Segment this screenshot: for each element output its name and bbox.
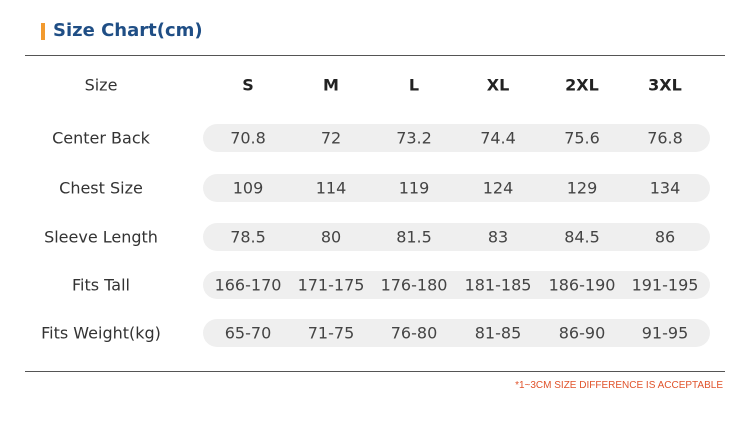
- top-rule: [25, 55, 725, 56]
- row-background: [203, 174, 710, 202]
- size-value: 186-190: [548, 275, 616, 295]
- title-accent: [41, 23, 45, 40]
- size-value: 75.6: [564, 128, 600, 148]
- column-header: L: [408, 75, 420, 95]
- size-value: 80: [320, 227, 342, 247]
- row-label: Fits Weight(kg): [41, 323, 161, 343]
- size-value: 86: [654, 227, 676, 247]
- size-value: 91-95: [641, 323, 689, 343]
- size-value: 81-85: [474, 323, 522, 343]
- row-background: [203, 319, 710, 347]
- row-background: [203, 271, 710, 299]
- size-value: 84.5: [564, 227, 600, 247]
- column-header: 3XL: [648, 75, 682, 95]
- row-label: Center Back: [52, 128, 150, 148]
- size-value: 119: [398, 178, 430, 198]
- size-value: 70.8: [230, 128, 266, 148]
- column-header: M: [323, 75, 339, 95]
- size-value: 176-180: [380, 275, 448, 295]
- column-header: XL: [486, 75, 510, 95]
- column-header: 2XL: [565, 75, 599, 95]
- size-value: 171-175: [297, 275, 365, 295]
- size-value: 124: [482, 178, 514, 198]
- size-value: 181-185: [464, 275, 532, 295]
- size-value: 129: [566, 178, 598, 198]
- title: Size Chart(cm): [53, 20, 203, 41]
- column-header: S: [242, 75, 254, 95]
- size-value: 114: [315, 178, 347, 198]
- size-value: 74.4: [480, 128, 516, 148]
- size-value: 191-195: [631, 275, 699, 295]
- row-label: Sleeve Length: [44, 227, 158, 247]
- size-value: 73.2: [396, 128, 432, 148]
- size-value: 83: [487, 227, 509, 247]
- size-value: 86-90: [558, 323, 606, 343]
- row-background: [203, 223, 710, 251]
- size-value: 78.5: [230, 227, 266, 247]
- size-value: 71-75: [307, 323, 355, 343]
- row-label: Chest Size: [59, 178, 143, 198]
- note: *1~3CM SIZE DIFFERENCE IS ACCEPTABLE: [515, 380, 723, 391]
- size-value: 81.5: [396, 227, 432, 247]
- column-header: Size: [84, 75, 118, 95]
- size-value: 166-170: [214, 275, 282, 295]
- size-value: 134: [649, 178, 681, 198]
- size-value: 65-70: [224, 323, 272, 343]
- size-value: 72: [320, 128, 342, 148]
- bottom-rule: [25, 371, 725, 372]
- size-value: 109: [232, 178, 264, 198]
- size-value: 76.8: [647, 128, 683, 148]
- row-background: [203, 124, 710, 152]
- size-value: 76-80: [390, 323, 438, 343]
- row-label: Fits Tall: [72, 275, 130, 295]
